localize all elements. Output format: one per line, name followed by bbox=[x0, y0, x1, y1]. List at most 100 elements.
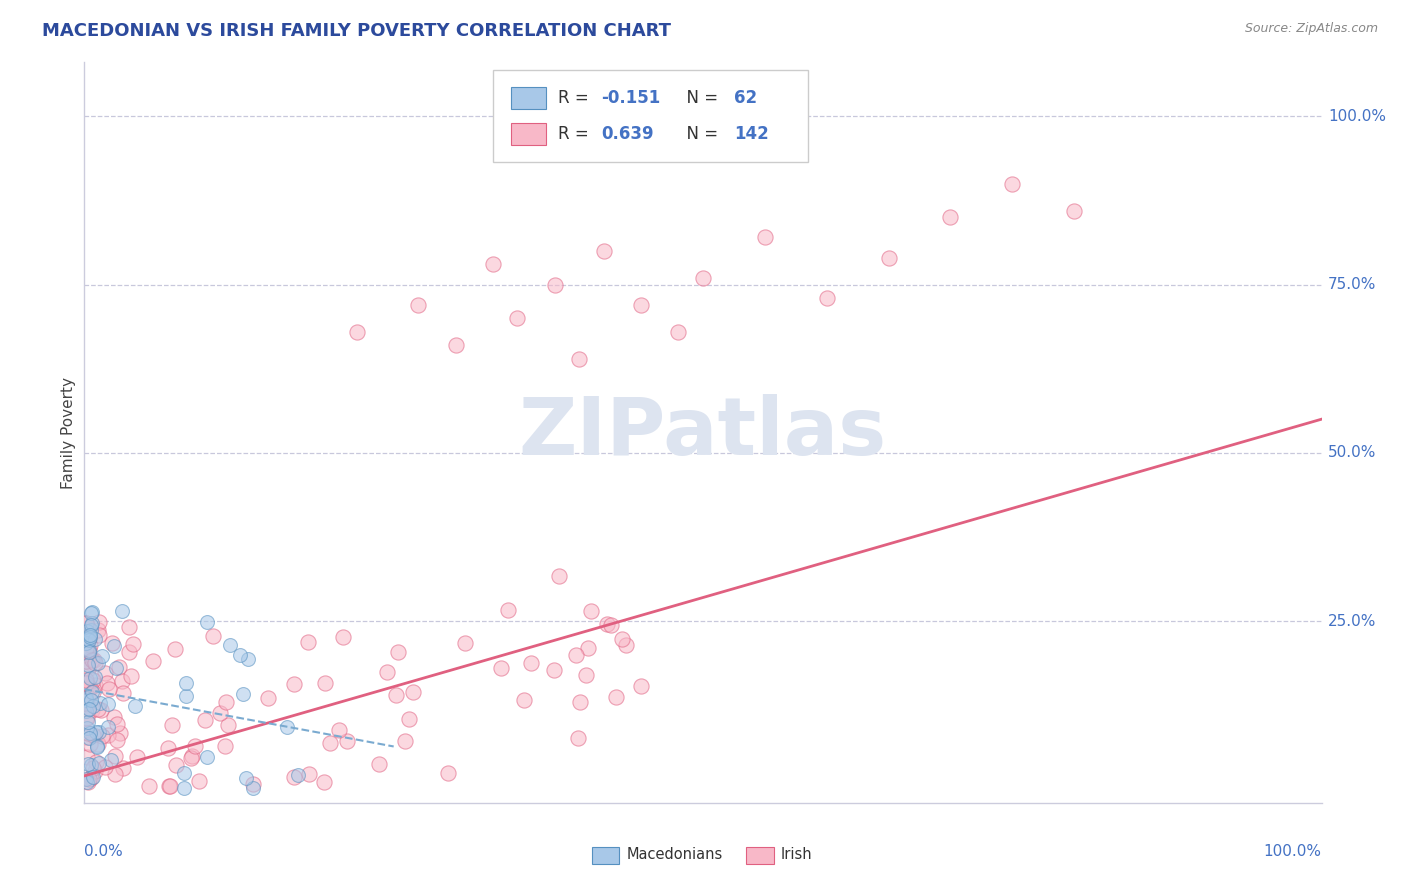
Point bbox=[80, 615, 103, 630]
Point bbox=[75, 772, 97, 787]
Point bbox=[104, 749, 127, 764]
Point bbox=[111, 674, 134, 689]
Point bbox=[402, 684, 425, 698]
Point bbox=[520, 656, 543, 670]
Point bbox=[165, 642, 187, 657]
Point bbox=[77, 702, 100, 716]
Point bbox=[75, 615, 97, 630]
Point bbox=[80, 771, 103, 785]
Point bbox=[75, 676, 97, 690]
Point bbox=[568, 351, 591, 366]
Point bbox=[287, 768, 309, 782]
Point bbox=[569, 695, 592, 709]
Point bbox=[82, 673, 104, 687]
Point bbox=[79, 726, 101, 740]
Point bbox=[75, 654, 97, 668]
Point bbox=[110, 726, 132, 740]
Point bbox=[319, 736, 342, 750]
Point bbox=[124, 699, 146, 714]
Point bbox=[77, 772, 100, 786]
Point bbox=[180, 751, 202, 765]
Point bbox=[298, 766, 321, 780]
Point bbox=[77, 645, 100, 659]
Text: 100.0%: 100.0% bbox=[1264, 844, 1322, 858]
Point bbox=[162, 718, 184, 732]
Point bbox=[77, 643, 100, 657]
Point bbox=[87, 624, 110, 638]
Point bbox=[173, 780, 195, 795]
Point bbox=[367, 756, 389, 771]
Point bbox=[77, 631, 100, 645]
Point bbox=[79, 737, 101, 751]
Point bbox=[80, 693, 103, 707]
Point bbox=[93, 666, 115, 681]
Point bbox=[87, 628, 110, 642]
FancyBboxPatch shape bbox=[492, 70, 808, 162]
Point bbox=[754, 230, 776, 244]
Point bbox=[89, 697, 111, 711]
Point bbox=[394, 733, 416, 747]
Point bbox=[605, 690, 627, 705]
Text: N =: N = bbox=[676, 89, 723, 107]
Point bbox=[183, 739, 205, 754]
Point bbox=[91, 648, 114, 663]
Point bbox=[82, 653, 104, 667]
Point bbox=[76, 662, 98, 676]
Point bbox=[84, 678, 107, 692]
Point bbox=[75, 673, 97, 688]
Point bbox=[76, 624, 98, 638]
Point bbox=[100, 636, 122, 650]
Point bbox=[815, 291, 838, 305]
Point bbox=[80, 758, 103, 772]
Point bbox=[242, 780, 264, 795]
Point bbox=[97, 698, 120, 712]
Point bbox=[79, 628, 101, 642]
Point bbox=[156, 740, 179, 755]
Point bbox=[174, 689, 197, 703]
Point bbox=[276, 720, 298, 734]
Point bbox=[159, 779, 181, 793]
Point bbox=[75, 636, 97, 650]
Y-axis label: Family Poverty: Family Poverty bbox=[60, 376, 76, 489]
Point bbox=[121, 637, 143, 651]
Text: MACEDONIAN VS IRISH FAMILY POVERTY CORRELATION CHART: MACEDONIAN VS IRISH FAMILY POVERTY CORRE… bbox=[42, 22, 671, 40]
Point bbox=[75, 730, 97, 744]
Point bbox=[576, 640, 599, 655]
Text: 0.0%: 0.0% bbox=[84, 844, 124, 858]
Point bbox=[567, 731, 589, 746]
Point bbox=[398, 712, 420, 726]
Point bbox=[614, 638, 637, 652]
Point bbox=[82, 760, 104, 774]
Point bbox=[387, 645, 409, 659]
Point bbox=[138, 779, 160, 793]
Point bbox=[79, 681, 101, 695]
Text: 75.0%: 75.0% bbox=[1327, 277, 1376, 292]
Point bbox=[82, 770, 104, 784]
Point bbox=[90, 729, 112, 743]
Point bbox=[120, 669, 142, 683]
Point bbox=[75, 615, 97, 630]
Point bbox=[1001, 177, 1024, 191]
Point bbox=[75, 676, 97, 690]
Point bbox=[235, 771, 257, 785]
Point bbox=[666, 325, 689, 339]
Point bbox=[165, 758, 187, 772]
Point bbox=[76, 726, 98, 740]
Point bbox=[76, 632, 98, 647]
Point bbox=[76, 756, 98, 771]
Point bbox=[630, 298, 652, 312]
Point bbox=[83, 653, 105, 667]
Point bbox=[610, 632, 633, 646]
Point bbox=[543, 663, 565, 677]
Point bbox=[75, 710, 97, 724]
Point bbox=[75, 693, 97, 707]
Point bbox=[79, 630, 101, 644]
Text: 62: 62 bbox=[734, 89, 756, 107]
Point bbox=[105, 661, 128, 675]
Point bbox=[84, 755, 107, 769]
Point bbox=[209, 706, 232, 720]
Point bbox=[630, 679, 652, 693]
Point bbox=[97, 727, 120, 741]
Point bbox=[599, 618, 621, 632]
FancyBboxPatch shape bbox=[592, 847, 619, 863]
